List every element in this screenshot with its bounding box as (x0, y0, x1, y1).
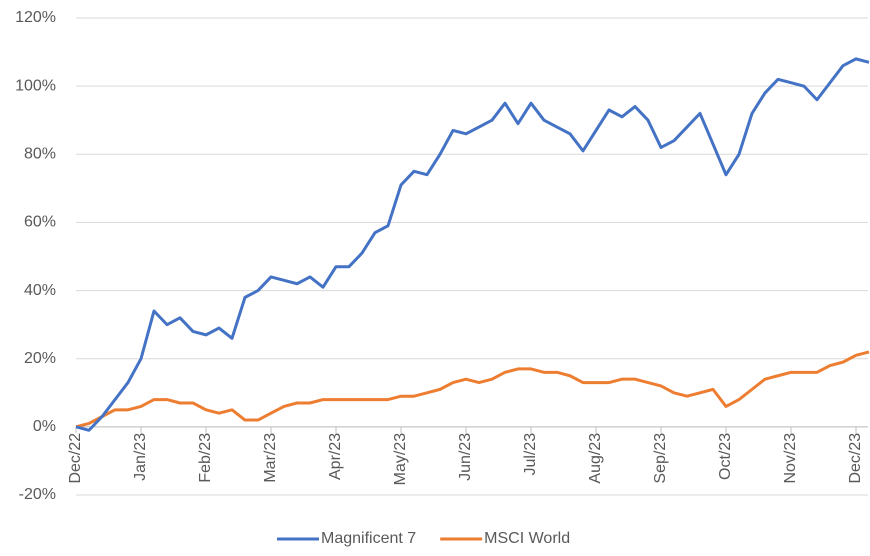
x-tick-label: Sep/23 (652, 433, 669, 484)
y-tick-label: 40% (24, 282, 56, 299)
x-tick-label: Apr/23 (327, 433, 344, 480)
series-line (75, 57, 870, 432)
legend-label: Magnificent 7 (321, 530, 416, 547)
y-tick-label: 80% (24, 146, 56, 163)
series-line (75, 350, 870, 429)
x-tick-label: Aug/23 (587, 433, 604, 484)
x-tick-label: Jan/23 (132, 433, 149, 481)
x-tick-label: Dec/22 (67, 433, 84, 484)
y-tick-label: 60% (24, 214, 56, 231)
x-tick-label: Dec/23 (847, 433, 864, 484)
x-tick-label: Jul/23 (522, 433, 539, 476)
x-tick-label: Nov/23 (782, 433, 799, 484)
y-tick-label: 120% (15, 9, 56, 26)
y-tick-label: 0% (33, 418, 56, 435)
y-tick-label: -20% (19, 486, 56, 503)
x-tick-label: Mar/23 (262, 433, 279, 483)
legend-label: MSCI World (484, 530, 570, 547)
x-tick-label: May/23 (392, 433, 409, 486)
x-tick-label: Oct/23 (717, 433, 734, 480)
x-tick-label: Jun/23 (457, 433, 474, 481)
y-tick-label: 20% (24, 350, 56, 367)
y-tick-label: 100% (15, 77, 56, 94)
x-tick-label: Feb/23 (197, 433, 214, 483)
